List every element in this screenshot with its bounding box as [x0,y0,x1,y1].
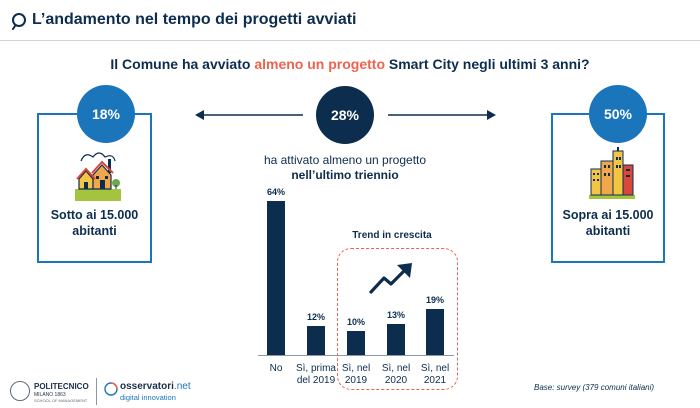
center-text-line1: ha attivato almeno un progetto [263,153,427,167]
osservatori-ext: .net [173,381,191,392]
category-label: Sì, nel 2019 [330,363,382,387]
bar-value-label: 13% [386,310,405,320]
trend-up-arrow-icon [369,263,412,294]
category-label-line: No [269,363,283,374]
category-label-line: 2020 [384,375,408,386]
center-description: ha attivato almeno un progetto nell’ulti… [240,153,450,183]
page-title: L’andamento nel tempo dei progetti avvia… [32,11,357,28]
category-label-line: Sì, prima [295,363,336,374]
category-label-line: del 2019 [296,375,336,386]
bar-value-label: 12% [306,312,325,322]
left-percent-circle: 18% [77,85,135,143]
left-panel-label-line2: abitanti [72,224,117,238]
center-percent-circle: 28% [316,86,374,144]
politecnico-school: SCHOOL OF MANAGEMENT [34,398,88,403]
magnifier-icon [12,13,26,30]
right-panel-label-line1: Sopra ai 15.000 [562,208,654,222]
category-label: Sì, nel 2020 [370,363,422,387]
chart-axis [258,355,454,356]
header-divider [0,40,700,41]
osservatori-name: osservatori.net [120,381,191,392]
arrow-right-icon [388,110,496,120]
right-percent-circle: 50% [589,85,647,143]
politecnico-name: POLITECNICO [34,382,89,391]
category-label: Sì, prima del 2019 [290,363,342,387]
right-panel-label-line2: abitanti [585,224,631,238]
arrow-left-icon [195,110,303,120]
trend-highlight-box [337,248,458,390]
category-label: No [250,363,302,375]
survey-question: Il Comune ha avviato almeno un progetto … [0,56,700,72]
politecnico-city: MILANO 1863 [34,392,66,398]
category-label-line: Sì, nel [381,363,411,374]
politecnico-seal-icon [10,381,30,401]
city-skyline-icon [589,147,635,199]
bar [387,324,405,355]
question-text-end: Smart City negli ultimi 3 anni? [385,56,590,72]
bar [307,326,325,355]
bar-value-label: 64% [266,187,285,197]
base-note: Base: survey (379 comuni italiani) [534,383,655,392]
category-label: Sì, nel 2021 [409,363,461,387]
bar-value-label: 10% [346,317,365,327]
bar [267,201,285,355]
slide-header: L’andamento nel tempo dei progetti avvia… [0,0,700,42]
question-text-start: Il Comune ha avviato [110,56,255,72]
village-icon [75,152,121,201]
osservatori-main: osservatori [120,381,174,392]
osservatori-logo-icon [104,382,118,396]
bar [347,331,365,355]
bar [426,309,444,355]
left-panel-label-line1: Sotto ai 15.000 [50,208,139,222]
category-label-line: Sì, nel [341,363,371,374]
category-label-line: 2019 [344,375,368,386]
osservatori-tagline: digital innovation [120,393,176,402]
question-highlight: almeno un progetto [254,56,385,72]
category-label-line: Sì, nel [420,363,450,374]
bar-value-label: 19% [425,295,444,305]
footer-divider [96,378,97,405]
category-label-line: 2021 [423,375,447,386]
center-text-line2: nell’ultimo triennio [291,168,399,182]
trend-title: Trend in crescita [352,230,432,241]
